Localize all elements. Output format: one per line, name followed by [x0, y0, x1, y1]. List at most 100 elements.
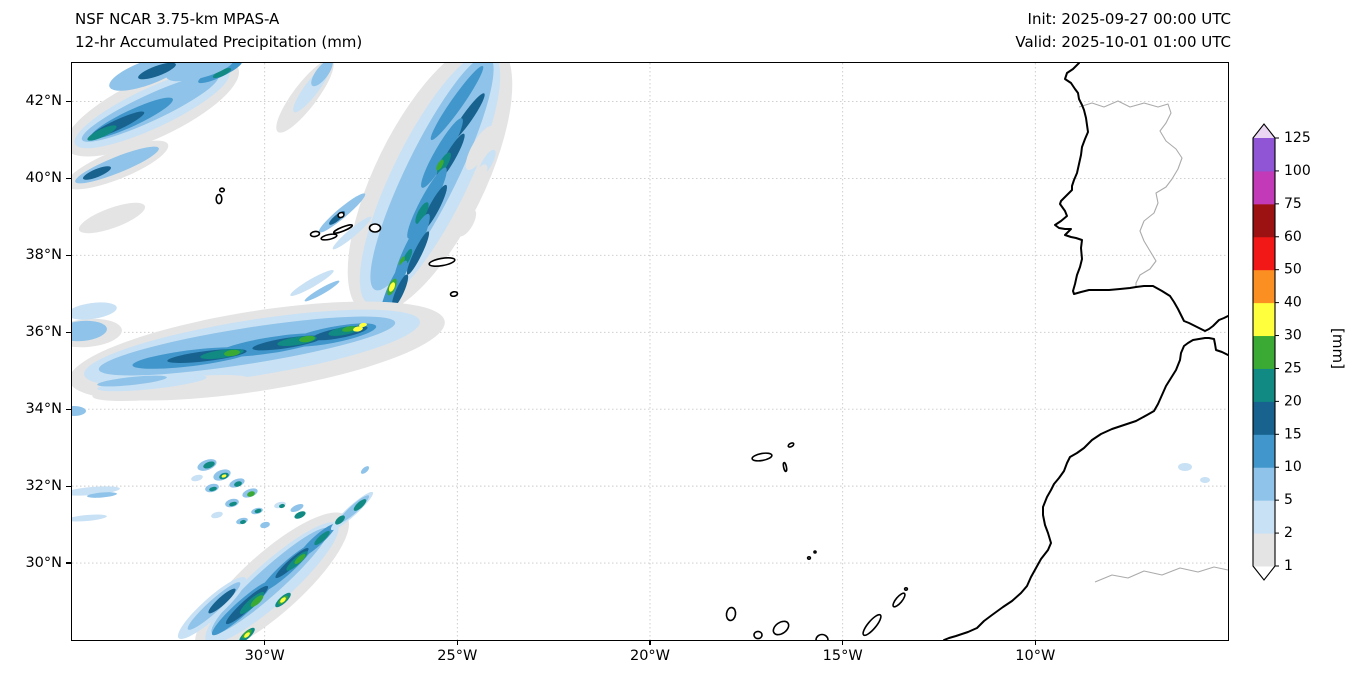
colorbar-under-arrow	[1253, 566, 1275, 580]
map-plot-area	[71, 62, 1229, 641]
colorbar-tick-label: 40	[1284, 295, 1302, 311]
precip-cell	[212, 67, 232, 79]
precip-cell	[360, 466, 370, 474]
island-porto-santo	[787, 442, 795, 448]
lon-tick-label: 30°W	[244, 648, 285, 664]
island-lanzarote	[892, 592, 906, 608]
longitude-axis: 30°W 25°W 20°W 15°W 10°W	[72, 646, 1228, 668]
island-tenerife	[772, 620, 790, 636]
precip-cell	[211, 511, 223, 519]
colorbar-tick-label: 60	[1284, 229, 1302, 245]
morocco-algeria-border	[1094, 566, 1228, 583]
colorbar-tick-label: 1	[1284, 558, 1293, 574]
colorbar-band	[1253, 368, 1275, 402]
lon-tick-label: 25°W	[437, 648, 478, 664]
latitude-axis: 42°N 40°N 38°N 36°N 34°N 32°N 30°N	[4, 63, 62, 640]
precip-cell	[430, 65, 484, 141]
precip-cell	[221, 474, 227, 478]
island-la-palma	[725, 606, 737, 622]
precip-cell	[87, 492, 117, 498]
colorbar-band	[1253, 203, 1275, 238]
colorbar-tick-label: 10	[1284, 459, 1302, 475]
island-selvagem-pequena	[813, 550, 817, 554]
precip-cell	[290, 503, 304, 513]
colorbar-band	[1253, 335, 1275, 369]
colorbar-band	[1253, 236, 1275, 271]
colorbar-tick-label: 20	[1284, 393, 1302, 409]
precip-cell	[83, 166, 111, 180]
precip-cell	[290, 270, 334, 296]
spain-portugal-border	[1078, 100, 1183, 287]
precip-cell	[260, 521, 270, 529]
africa-coastline	[943, 337, 1228, 640]
colorbar-tick-label: 5	[1284, 492, 1293, 508]
colorbar-tick-label: 30	[1284, 328, 1302, 344]
time-labels: Init: 2025-09-27 00:00 UTC Valid: 2025-1…	[1015, 8, 1231, 54]
precip-cell	[436, 159, 444, 171]
iberia-coastline	[1054, 63, 1228, 332]
colorbar-tick-label: 2	[1284, 525, 1293, 541]
island-santa-maria	[449, 290, 459, 298]
map-canvas	[72, 63, 1228, 640]
precip-cell	[72, 320, 107, 342]
island-corvo	[218, 187, 226, 193]
precip-cell	[415, 202, 429, 224]
init-time-label: Init: 2025-09-27 00:00 UTC	[1027, 10, 1231, 28]
lon-tick	[264, 640, 266, 645]
precip-cell	[240, 519, 246, 525]
lat-tick	[66, 177, 71, 179]
model-title: NSF NCAR 3.75-km MPAS-A	[75, 10, 280, 28]
colorbar-over-arrow	[1253, 124, 1275, 138]
valid-time-label: Valid: 2025-10-01 01:00 UTC	[1015, 33, 1231, 51]
colorbar-band	[1253, 302, 1275, 337]
precip-cell	[72, 514, 107, 522]
product-title: 12-hr Accumulated Precipitation (mm)	[75, 33, 363, 51]
precip-cell	[304, 280, 340, 302]
colorbar-unit-label: [mm]	[1329, 328, 1347, 369]
precip-cell	[208, 588, 236, 614]
island-sao-jorge	[332, 224, 354, 234]
lon-tick-label: 10°W	[1015, 648, 1056, 664]
lon-tick	[1034, 640, 1036, 645]
lat-tick-label: 40°N	[25, 170, 62, 187]
colorbar-band	[1253, 467, 1275, 501]
precip-cell	[342, 326, 356, 332]
precip-cell	[314, 530, 330, 546]
precip-cell	[406, 231, 430, 275]
precip-cell	[234, 481, 242, 487]
precip-cell	[332, 216, 372, 250]
precip-cell	[209, 486, 217, 492]
precip-cell	[294, 511, 306, 519]
precip-cell	[97, 374, 207, 392]
lat-tick	[66, 562, 71, 564]
island-sao-miguel	[428, 256, 456, 268]
precip-cell	[72, 486, 120, 496]
precip-cell	[299, 335, 315, 343]
precipitation-field	[72, 63, 1210, 640]
precip-cell	[166, 63, 234, 82]
colorbar-tick-label: 50	[1284, 262, 1302, 278]
lon-tick	[649, 640, 651, 645]
lon-tick-label: 20°W	[629, 648, 671, 664]
island-selvagem-grande	[806, 555, 812, 561]
island-terceira	[368, 223, 382, 233]
coastlines	[215, 63, 1228, 640]
lat-tick	[66, 254, 71, 256]
precip-cell	[247, 491, 255, 497]
island-flores	[215, 193, 223, 205]
precip-cell	[138, 63, 176, 80]
lon-tick	[456, 640, 458, 645]
precip-cell	[250, 595, 264, 607]
island-la-graciosa	[903, 586, 909, 592]
lat-tick-label: 38°N	[25, 247, 62, 264]
colorbar-band	[1253, 500, 1275, 534]
precip-cell	[224, 349, 240, 357]
precip-cell	[1178, 463, 1192, 471]
lat-tick-label: 32°N	[25, 478, 62, 495]
precip-cell	[335, 515, 345, 525]
island-faial	[309, 230, 321, 238]
precip-cell	[399, 256, 405, 266]
island-desertas	[782, 461, 788, 473]
colorbar-band	[1253, 401, 1275, 435]
